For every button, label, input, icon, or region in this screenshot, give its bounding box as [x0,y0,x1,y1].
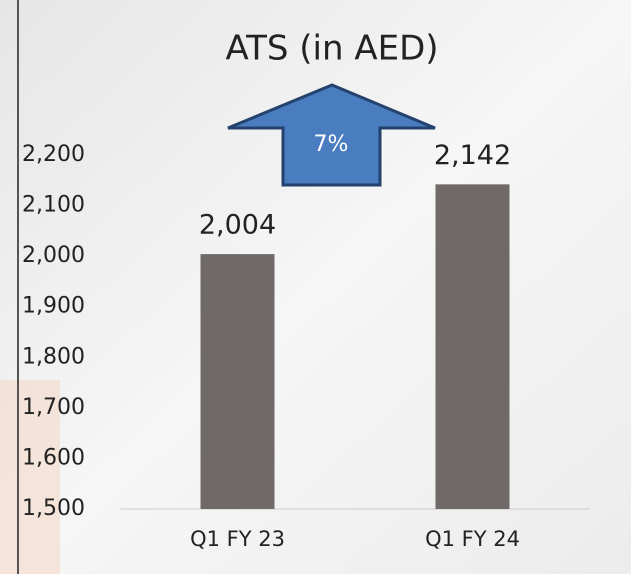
chart-title: ATS (in AED) [225,29,438,69]
value-label: 2,142 [434,140,511,171]
chart: ATS (in AED) 7% 1,500 1,600 1,700 1,800 1,90… [0,0,631,574]
bar [201,254,275,509]
y-tick-label: 1,800 [22,344,85,369]
y-tick-label: 1,900 [22,294,85,319]
bar [436,184,510,509]
value-label: 2,004 [199,210,276,241]
y-tick-label: 2,200 [22,142,85,167]
annotation: 7% [314,132,349,157]
y-tick-label: 2,000 [22,243,85,268]
y-tick-label: 1,700 [22,395,85,420]
y-tick-label: 1,600 [22,445,85,470]
page: ATS (in AED) 7% 1,500 1,600 1,700 1,800 1,90… [0,0,631,578]
background [0,0,631,574]
y-tick-label: 2,100 [22,193,85,218]
x-tick-label: Q1 FY 23 [190,527,285,551]
y-tick-label: 1,500 [22,496,85,521]
x-tick-label: Q1 FY 24 [425,527,520,551]
